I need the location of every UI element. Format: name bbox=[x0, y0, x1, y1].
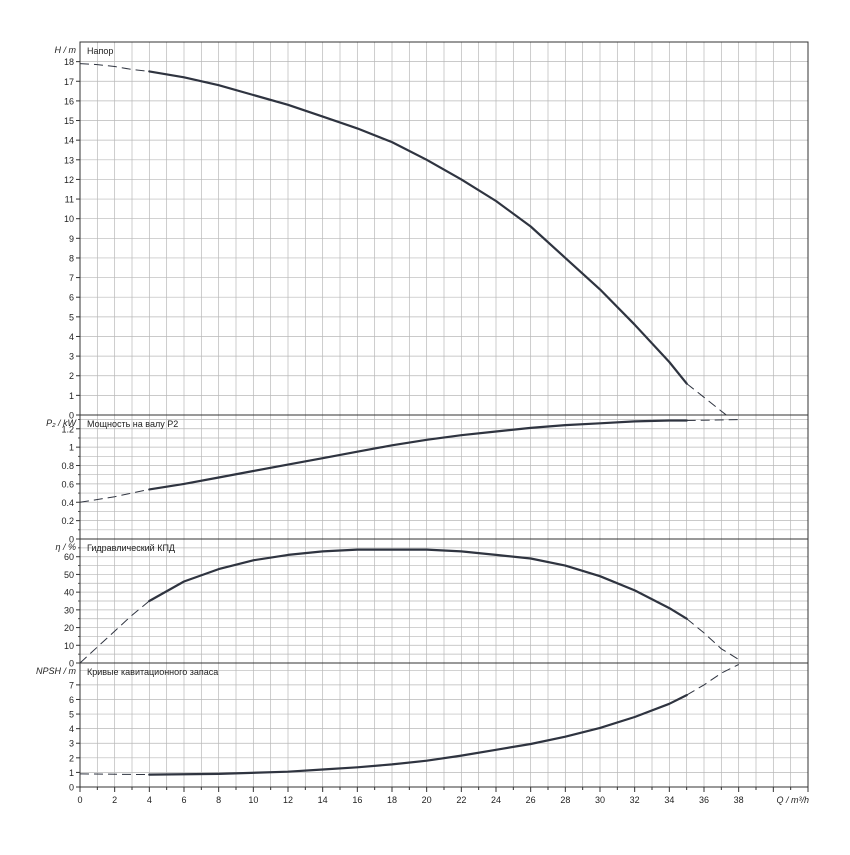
curve-group bbox=[80, 664, 739, 776]
y-tick-label: 4 bbox=[69, 724, 74, 734]
x-tick-label: 14 bbox=[318, 795, 328, 805]
y-tick-label: 1.2 bbox=[61, 424, 74, 434]
x-tick-label: 34 bbox=[664, 795, 674, 805]
panel-title: Напор bbox=[87, 46, 113, 56]
x-tick-label: 24 bbox=[491, 795, 501, 805]
panel-npsh: 0 1 2 3 4 5 6 7 NPSH / m Кривые кавитационного за… bbox=[36, 662, 809, 793]
curve-solid bbox=[148, 693, 688, 776]
curve-dashed-start bbox=[80, 600, 150, 663]
y-tick-label: 1 bbox=[69, 391, 74, 401]
y-tick-label: 0 bbox=[69, 411, 74, 421]
y-tick-label: 6 bbox=[69, 695, 74, 705]
y-tick-label: 0 bbox=[69, 535, 74, 545]
curve-solid bbox=[148, 419, 688, 491]
y-tick-label: 13 bbox=[64, 155, 74, 165]
y-tick-label: 5 bbox=[69, 710, 74, 720]
y-tick-label: 12 bbox=[64, 175, 74, 185]
y-tick-label: 3 bbox=[69, 739, 74, 749]
y-axis-label: η / % bbox=[55, 542, 76, 552]
curve-dashed-start bbox=[80, 63, 150, 72]
y-tick-label: 15 bbox=[64, 116, 74, 126]
y-tick-label: 3 bbox=[69, 352, 74, 362]
y-tick-label: 50 bbox=[64, 570, 74, 580]
y-tick-label: 10 bbox=[64, 214, 74, 224]
x-tick-label: 4 bbox=[147, 795, 152, 805]
y-tick-label: 1 bbox=[69, 443, 74, 453]
y-tick-label: 2 bbox=[69, 753, 74, 763]
y-tick-label: 18 bbox=[64, 57, 74, 67]
y-axis-label: H / m bbox=[55, 45, 77, 55]
y-tick-label: 7 bbox=[69, 273, 74, 283]
x-tick-label: 0 bbox=[77, 795, 82, 805]
x-tick-label: 20 bbox=[422, 795, 432, 805]
curve-group bbox=[80, 63, 728, 415]
y-tick-label: 9 bbox=[69, 234, 74, 244]
curve-group bbox=[80, 548, 739, 663]
x-tick-label: 36 bbox=[699, 795, 709, 805]
y-tick-label: 5 bbox=[69, 312, 74, 322]
y-tick-label: 7 bbox=[69, 680, 74, 690]
x-tick-label: 10 bbox=[248, 795, 258, 805]
y-tick-label: 14 bbox=[64, 136, 74, 146]
y-tick-label: 20 bbox=[64, 623, 74, 633]
y-tick-label: 16 bbox=[64, 96, 74, 106]
x-tick-label: 18 bbox=[387, 795, 397, 805]
y-tick-label: 0.6 bbox=[61, 479, 74, 489]
x-tick-label: 38 bbox=[734, 795, 744, 805]
x-tick-label: 26 bbox=[526, 795, 536, 805]
curve-dashed-end bbox=[686, 419, 739, 421]
curve-dashed-start bbox=[80, 488, 150, 503]
x-tick-label: 32 bbox=[630, 795, 640, 805]
panel-power: 0 0.2 0.4 0.6 0.8 1 1.2P₂ / kW Мощность на валу… bbox=[46, 414, 809, 545]
x-tick-label: 30 bbox=[595, 795, 605, 805]
curve-solid bbox=[148, 548, 688, 620]
y-tick-label: 11 bbox=[65, 195, 74, 205]
x-tick-label: 8 bbox=[216, 795, 221, 805]
y-tick-label: 0 bbox=[69, 659, 74, 669]
curve-dashed-start bbox=[80, 773, 150, 776]
curve-dashed-end bbox=[686, 618, 739, 660]
x-axis: 0 2 4 6 8 10 12 14 16 18 20 22 24 26 28 30 32 34 36 38 Q / m… bbox=[77, 787, 809, 805]
y-tick-label: 6 bbox=[69, 293, 74, 303]
x-tick-label: 16 bbox=[352, 795, 362, 805]
panel-efficiency: 0 10 20 30 40 50 60η / % Гидравлический КПД bbox=[55, 538, 809, 669]
curve-dashed-end bbox=[686, 383, 728, 415]
x-tick-label: 6 bbox=[181, 795, 186, 805]
y-axis-label: NPSH / m bbox=[36, 666, 77, 676]
y-tick-label: 0 bbox=[69, 783, 74, 793]
y-tick-label: 17 bbox=[64, 77, 74, 87]
x-tick-label: 12 bbox=[283, 795, 293, 805]
y-tick-label: 60 bbox=[64, 552, 74, 562]
x-axis-label: Q / m³/h bbox=[776, 795, 809, 805]
panel-title: Кривые кавитационного запаса bbox=[87, 667, 218, 677]
y-tick-label: 1 bbox=[69, 768, 74, 778]
y-tick-label: 8 bbox=[69, 253, 74, 263]
y-tick-label: 0.2 bbox=[61, 516, 74, 526]
y-tick-label: 0.8 bbox=[61, 461, 74, 471]
x-tick-label: 2 bbox=[112, 795, 117, 805]
y-axis-label: P₂ / kW bbox=[46, 418, 77, 428]
panel-title: Мощность на валу P2 bbox=[87, 419, 178, 429]
y-tick-label: 30 bbox=[64, 605, 74, 615]
y-tick-label: 40 bbox=[64, 588, 74, 598]
y-tick-label: 2 bbox=[69, 371, 74, 381]
curve-solid bbox=[148, 70, 688, 385]
y-tick-label: 0.4 bbox=[61, 498, 74, 508]
curve-dashed-end bbox=[686, 664, 739, 696]
y-tick-label: 4 bbox=[69, 332, 74, 342]
curve-group bbox=[80, 419, 739, 503]
panel-title: Гидравлический КПД bbox=[87, 543, 175, 553]
y-tick-label: 10 bbox=[64, 641, 74, 651]
x-tick-label: 28 bbox=[560, 795, 570, 805]
x-tick-label: 22 bbox=[456, 795, 466, 805]
